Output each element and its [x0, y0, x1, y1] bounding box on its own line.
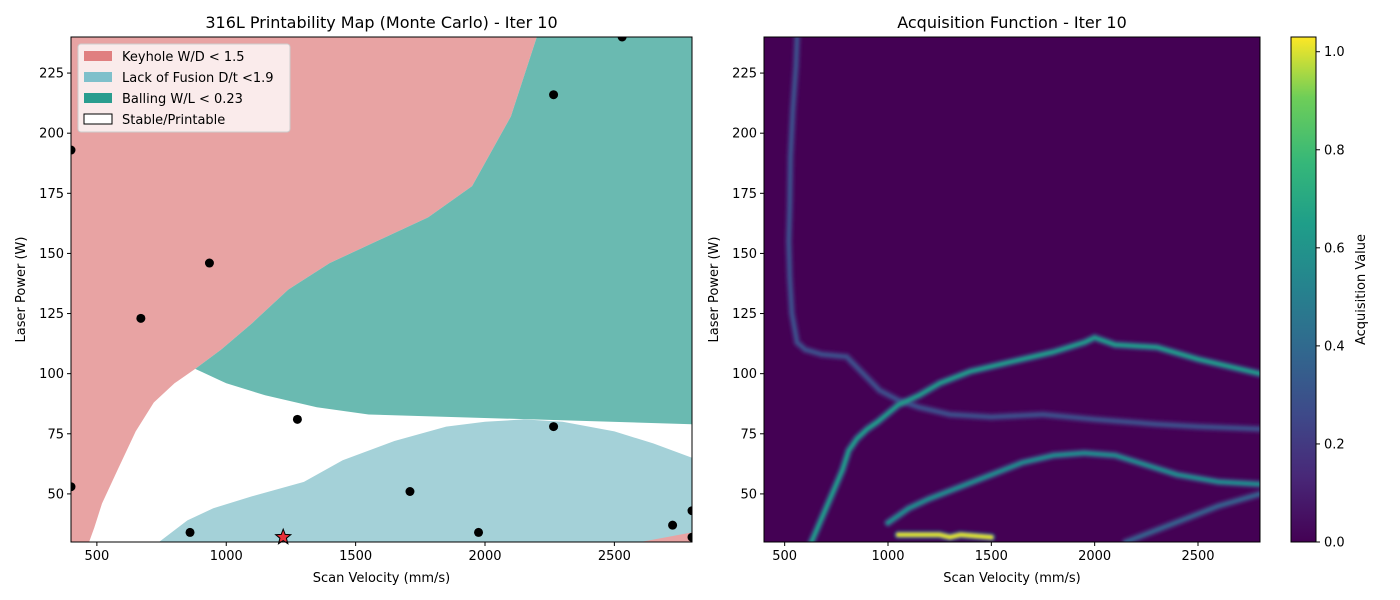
- colorbar-tick-label: 1.0: [1324, 45, 1345, 60]
- y-tick-label: 200: [39, 127, 64, 142]
- y-tick-label: 50: [47, 487, 64, 502]
- y-tick-label: 150: [39, 247, 64, 262]
- x-tick-label: 2000: [468, 549, 501, 564]
- legend-box: [77, 43, 291, 133]
- sampled-points: [71, 37, 692, 542]
- colorbar-label: Acquisition Value: [1354, 234, 1369, 345]
- colorbar-tick-label: 0.4: [1324, 339, 1345, 354]
- colorbar-tick-label: 0.6: [1324, 241, 1345, 256]
- sampled-point: [687, 532, 692, 542]
- right-x-ticks: 500 1000 1500 2000 2500: [772, 542, 1215, 564]
- acquisition-ridge: [886, 451, 1260, 525]
- x-tick-label: 500: [772, 549, 797, 564]
- sampled-point: [136, 313, 146, 323]
- y-tick-label: 225: [39, 67, 64, 82]
- y-tick-label: 175: [39, 187, 64, 202]
- y-tick-label: 125: [732, 307, 757, 322]
- keyhole-region: [71, 37, 537, 542]
- x-tick-label: 500: [84, 549, 109, 564]
- keyhole-region-bottom-right: [640, 532, 692, 542]
- right-plot-area: [764, 37, 1260, 542]
- left-y-axis-label: Laser Power (W): [14, 237, 29, 343]
- legend-swatch-keyhole: [84, 51, 112, 61]
- left-chart-title: 316L Printability Map (Monte Carlo) - It…: [205, 13, 557, 32]
- left-x-axis-label: Scan Velocity (mm/s): [313, 571, 451, 586]
- x-tick-label: 2500: [1181, 549, 1214, 564]
- acquisition-ridge: [786, 37, 1260, 431]
- lack-of-fusion-region: [159, 419, 692, 542]
- acquisition-ridges: [784, 37, 1260, 542]
- y-tick-label: 100: [39, 367, 64, 382]
- legend-entry-stable: Stable/Printable: [83, 113, 225, 128]
- y-tick-label: 150: [732, 247, 757, 262]
- right-y-ticks: 50 75 100 125 150 175 200 225: [732, 67, 764, 502]
- best-point-star: [274, 527, 293, 545]
- legend-entry-keyhole: Keyhole W/D < 1.5: [84, 50, 245, 65]
- left-x-ticks: 500 1000 1500 2000 2500: [84, 542, 631, 564]
- best-point-group: [274, 527, 293, 545]
- acquisition-map: Acquisition Function - Iter 10 500 1000 15…: [707, 13, 1369, 586]
- colorbar: 0.0 0.2 0.4 0.6 0.8 1.0 Acquisition Value: [1290, 36, 1369, 551]
- sampled-point: [71, 482, 76, 492]
- x-tick-label: 1500: [975, 549, 1008, 564]
- y-tick-label: 100: [732, 367, 757, 382]
- legend-swatch-balling: [84, 93, 112, 103]
- right-chart-title: Acquisition Function - Iter 10: [897, 13, 1127, 32]
- sampled-point: [549, 422, 559, 432]
- y-tick-label: 175: [732, 187, 757, 202]
- legend-label-lack-of-fusion: Lack of Fusion D/t <1.9: [122, 71, 274, 86]
- y-tick-label: 200: [732, 127, 757, 142]
- x-tick-label: 1000: [210, 549, 243, 564]
- legend-swatch-lack-of-fusion: [84, 72, 112, 82]
- balling-region: [195, 37, 692, 425]
- acquisition-ridge: [809, 335, 1260, 542]
- legend-entry-balling: Balling W/L < 0.23: [84, 92, 243, 107]
- legend-label-stable: Stable/Printable: [122, 113, 225, 128]
- acquisition-ridge: [896, 532, 994, 540]
- legend-swatch-stable: [83, 113, 113, 125]
- sampled-point: [687, 506, 692, 516]
- y-tick-label: 75: [47, 427, 64, 442]
- y-tick-label: 50: [740, 487, 757, 502]
- legend-label-keyhole: Keyhole W/D < 1.5: [122, 50, 245, 65]
- x-tick-label: 2500: [598, 549, 631, 564]
- printability-map: 316L Printability Map (Monte Carlo) - It…: [14, 13, 693, 586]
- y-tick-label: 75: [740, 427, 757, 442]
- colorbar-ticks: 0.0 0.2 0.4 0.6 0.8 1.0: [1316, 45, 1345, 551]
- left-y-ticks: 50 75 100 125 150 175 200 225: [39, 67, 71, 502]
- sampled-point: [71, 145, 76, 155]
- right-y-axis-label: Laser Power (W): [707, 237, 722, 343]
- sampled-point: [668, 520, 678, 530]
- colorbar-tick-label: 0.2: [1324, 437, 1345, 452]
- colorbar-tick-label: 0.8: [1324, 143, 1345, 158]
- x-tick-label: 2000: [1078, 549, 1111, 564]
- legend: Keyhole W/D < 1.5 Lack of Fusion D/t <1.…: [77, 43, 291, 133]
- y-tick-label: 225: [732, 67, 757, 82]
- x-tick-label: 1000: [871, 549, 904, 564]
- sampled-point: [474, 527, 484, 537]
- x-tick-label: 1500: [339, 549, 372, 564]
- sampled-point: [549, 90, 559, 100]
- y-tick-label: 125: [39, 307, 64, 322]
- colorbar-gradient: [1290, 36, 1317, 543]
- sampled-point: [204, 258, 214, 268]
- sampled-point: [185, 527, 195, 537]
- right-x-axis-label: Scan Velocity (mm/s): [943, 571, 1081, 586]
- colorbar-tick-label: 0.0: [1324, 536, 1345, 551]
- sampled-point: [617, 37, 627, 42]
- legend-label-balling: Balling W/L < 0.23: [122, 92, 243, 107]
- right-axes-frame: [763, 36, 1261, 543]
- left-plot-area: [71, 37, 692, 542]
- sampled-point: [292, 414, 302, 424]
- legend-entry-lack-of-fusion: Lack of Fusion D/t <1.9: [84, 71, 274, 86]
- left-axes-frame: [70, 36, 693, 543]
- sampled-point: [405, 487, 415, 496]
- acquisition-ridge: [1123, 491, 1260, 542]
